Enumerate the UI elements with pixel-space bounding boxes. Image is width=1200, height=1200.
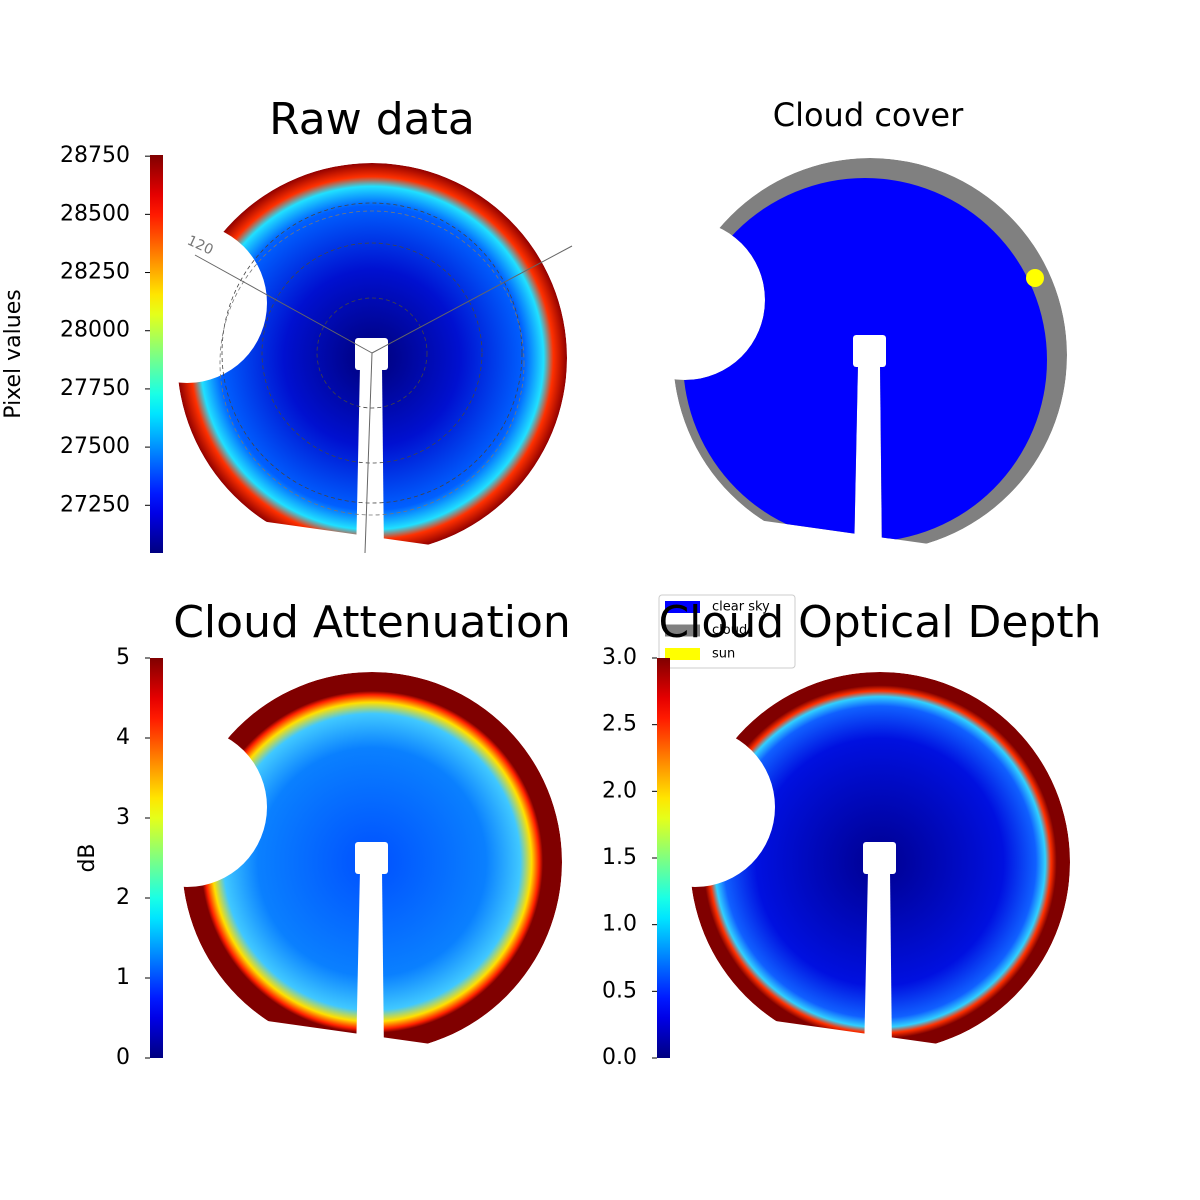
colorbar: [657, 658, 670, 1058]
colorbar-tick-label: 2: [116, 885, 130, 910]
panel-title: Cloud Attenuation: [173, 597, 571, 648]
colorbar-tick-label: 27250: [60, 492, 130, 517]
colorbar-label: dB: [75, 843, 100, 872]
polar-grid: [221, 202, 523, 504]
colorbar-tick-label: 27500: [60, 434, 130, 459]
colorbar: [150, 658, 163, 1058]
colorbar-tick-label: 4: [116, 725, 130, 750]
panel-title: Cloud Optical Depth: [658, 597, 1101, 648]
colorbar-tick-label: 1.0: [602, 912, 637, 937]
sky-image: [690, 672, 1070, 1052]
colorbar-tick-label: 27750: [60, 376, 130, 401]
polar-grid: [261, 242, 483, 464]
legend-swatch: [665, 648, 700, 660]
colorbar: [150, 155, 163, 553]
colorbar-label: Pixel values: [1, 289, 26, 418]
colorbar-tick-label: 28500: [60, 201, 130, 226]
sun: [1026, 269, 1044, 287]
colorbar-tick-label: 2.5: [602, 712, 637, 737]
polar-spoke: [194, 254, 373, 354]
legend-label: clear sky: [712, 600, 770, 615]
polar-grid: [219, 210, 525, 516]
colorbar-tick-label: 0.0: [602, 1045, 637, 1070]
sky-image: [182, 672, 562, 1052]
colorbar-tick-label: 28250: [60, 260, 130, 285]
legend-swatch: [665, 601, 700, 613]
colorbar-tick-label: 28000: [60, 318, 130, 343]
legend-label: sun: [712, 647, 735, 662]
sky-clear: [683, 178, 1047, 542]
colorbar-tick-label: 1: [116, 965, 130, 990]
polar-grid: [316, 297, 428, 409]
colorbar-tick-label: 2.0: [602, 778, 637, 803]
legend-label: cloud: [712, 623, 747, 638]
polar-spoke: [364, 352, 373, 554]
colorbar-tick-label: 3: [116, 805, 130, 830]
colorbar-tick-label: 0: [116, 1045, 130, 1070]
panel-title: Raw data: [269, 94, 475, 145]
polar-spoke: [371, 245, 573, 354]
colorbar-tick-label: 3.0: [602, 645, 637, 670]
colorbar-tick-label: 5: [116, 645, 130, 670]
panel-title: Cloud cover: [773, 96, 964, 134]
colorbar-tick-label: 1.5: [602, 845, 637, 870]
legend-swatch: [665, 624, 700, 637]
colorbar-tick-label: 0.5: [602, 978, 637, 1003]
colorbar-tick-label: 28750: [60, 143, 130, 168]
